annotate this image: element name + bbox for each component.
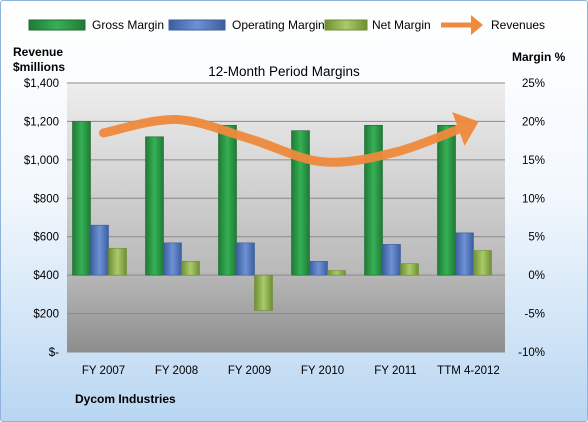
net-margin-bar <box>108 247 127 276</box>
net-margin-bar <box>254 274 273 311</box>
left-tick-label: $1,200 <box>24 116 59 128</box>
right-tick-label: 20% <box>522 116 545 128</box>
legend-label-revenues: Revenues <box>491 18 545 32</box>
x-tick-label: FY 2010 <box>301 365 344 377</box>
legend: Gross Margin Operating Margin Net Margin… <box>28 15 545 35</box>
right-tick-label: -5% <box>525 309 545 321</box>
x-tick-label: FY 2009 <box>228 365 271 377</box>
operating-margin-bar <box>455 232 474 276</box>
bars <box>72 121 492 311</box>
right-tick-label: 25% <box>522 78 545 90</box>
left-tick-label: $800 <box>33 193 59 205</box>
left-axis-label-line2: $millions <box>13 60 65 74</box>
legend-label-net-margin: Net Margin <box>372 18 431 32</box>
net-margin-bar <box>400 263 419 276</box>
x-axis-labels: FY 2007 FY 2008 FY 2009 FY 2010 FY 2011 TTM 4… <box>82 365 500 377</box>
right-tick-label: -10% <box>518 347 545 359</box>
x-tick-label: FY 2011 <box>374 365 416 377</box>
operating-margin-bar <box>382 244 401 276</box>
gross-margin-bar <box>145 136 164 276</box>
left-axis-label-line1: Revenue <box>13 45 63 59</box>
left-tick-label: $1,000 <box>24 155 59 167</box>
gross-margin-bar <box>364 124 383 276</box>
left-tick-label: $1,400 <box>24 78 59 90</box>
legend-label-operating-margin: Operating Margin <box>232 18 325 32</box>
gross-margin-bar <box>218 124 237 276</box>
left-axis-ticks: $- $200 $400 $600 $800 $1,000 $1,200 $1,400 <box>24 78 59 359</box>
x-tick-label: TTM 4-2012 <box>437 365 500 377</box>
legend-swatch-operating-margin <box>168 19 226 31</box>
net-margin-bar <box>473 250 492 276</box>
left-tick-label: $400 <box>33 270 59 282</box>
x-tick-label: FY 2007 <box>82 365 125 377</box>
right-tick-label: 5% <box>528 232 545 244</box>
chart-title: 12-Month Period Margins <box>208 64 360 79</box>
gross-margin-bar <box>72 121 91 276</box>
operating-margin-bar <box>236 242 255 276</box>
left-tick-label: $600 <box>33 232 59 244</box>
right-tick-label: 0% <box>528 270 545 282</box>
company-name: Dycom Industries <box>75 392 176 406</box>
left-tick-label: $- <box>49 347 59 359</box>
right-tick-label: 15% <box>522 155 545 167</box>
revenues-line <box>99 112 479 167</box>
net-margin-bar <box>327 270 346 276</box>
right-axis-label: Margin % <box>512 50 566 64</box>
operating-margin-bar <box>309 261 328 276</box>
right-axis-ticks: -10% -5% 0% 5% 10% 15% 20% 25% <box>518 78 545 359</box>
operating-margin-bar <box>163 242 182 276</box>
right-tick-label: 10% <box>522 193 545 205</box>
gross-margin-bar <box>291 130 310 276</box>
legend-swatch-net-margin <box>324 19 368 31</box>
net-margin-bar <box>181 261 200 276</box>
legend-swatch-gross-margin <box>28 19 86 31</box>
gross-margin-bar <box>437 124 456 276</box>
left-tick-label: $200 <box>33 309 59 321</box>
legend-label-gross-margin: Gross Margin <box>92 18 164 32</box>
revenue-line-group <box>99 112 479 167</box>
x-tick-label: FY 2008 <box>155 365 198 377</box>
operating-margin-bar <box>90 224 109 276</box>
